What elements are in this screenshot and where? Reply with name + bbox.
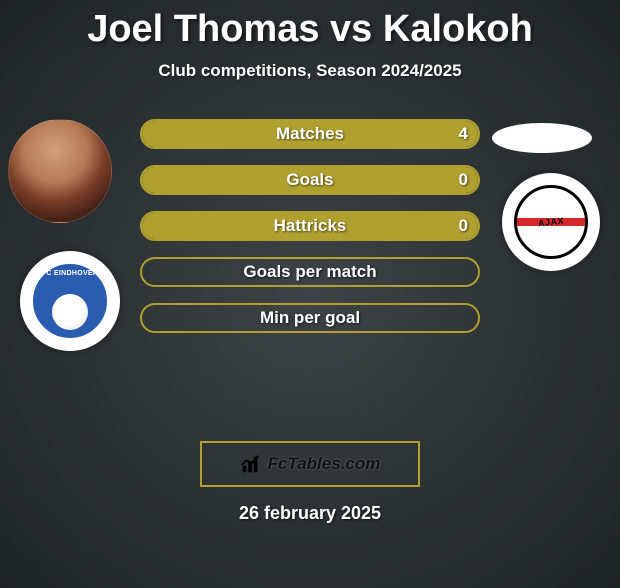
club-badge-left-label: FC EINDHOVEN [33,270,107,277]
club-badge-right-inner: AJAX [514,185,588,259]
football-icon [52,294,88,330]
subtitle: Club competitions, Season 2024/2025 [0,61,620,81]
club-badge-left-inner: FC EINDHOVEN [30,261,110,341]
stat-bar: Goals per match [140,257,480,287]
stat-bar-value: 4 [459,124,468,144]
stat-bar-label: Hattricks [274,216,347,236]
page-title: Joel Thomas vs Kalokoh [0,8,620,51]
brand-label: FcTables.com [268,454,381,474]
player-right-placeholder [492,123,592,153]
stat-bar: Goals 0 [140,165,480,195]
club-badge-right: AJAX [502,173,600,271]
stat-bar: Matches 4 [140,119,480,149]
stat-bar-label: Min per goal [260,308,360,328]
stat-bar-label: Goals [286,170,333,190]
stat-bar-label: Matches [276,124,344,144]
stat-bar-value: 0 [459,170,468,190]
stat-bar-value: 0 [459,216,468,236]
club-badge-left: FC EINDHOVEN [20,251,120,351]
stat-bar: Min per goal [140,303,480,333]
stat-bar: Hattricks 0 [140,211,480,241]
brand-box[interactable]: FcTables.com [200,441,420,487]
stat-bars: Matches 4 Goals 0 Hattricks 0 Goals per match M… [140,119,480,349]
comparison-panel: FC EINDHOVEN AJAX Matches4Goals0Hattrick… [0,101,620,441]
stat-bar-label: Goals per match [243,262,376,282]
club-badge-right-label: AJAX [538,216,565,229]
player-left-photo [8,119,112,223]
date-label: 26 february 2025 [0,503,620,524]
chart-icon [240,453,262,475]
